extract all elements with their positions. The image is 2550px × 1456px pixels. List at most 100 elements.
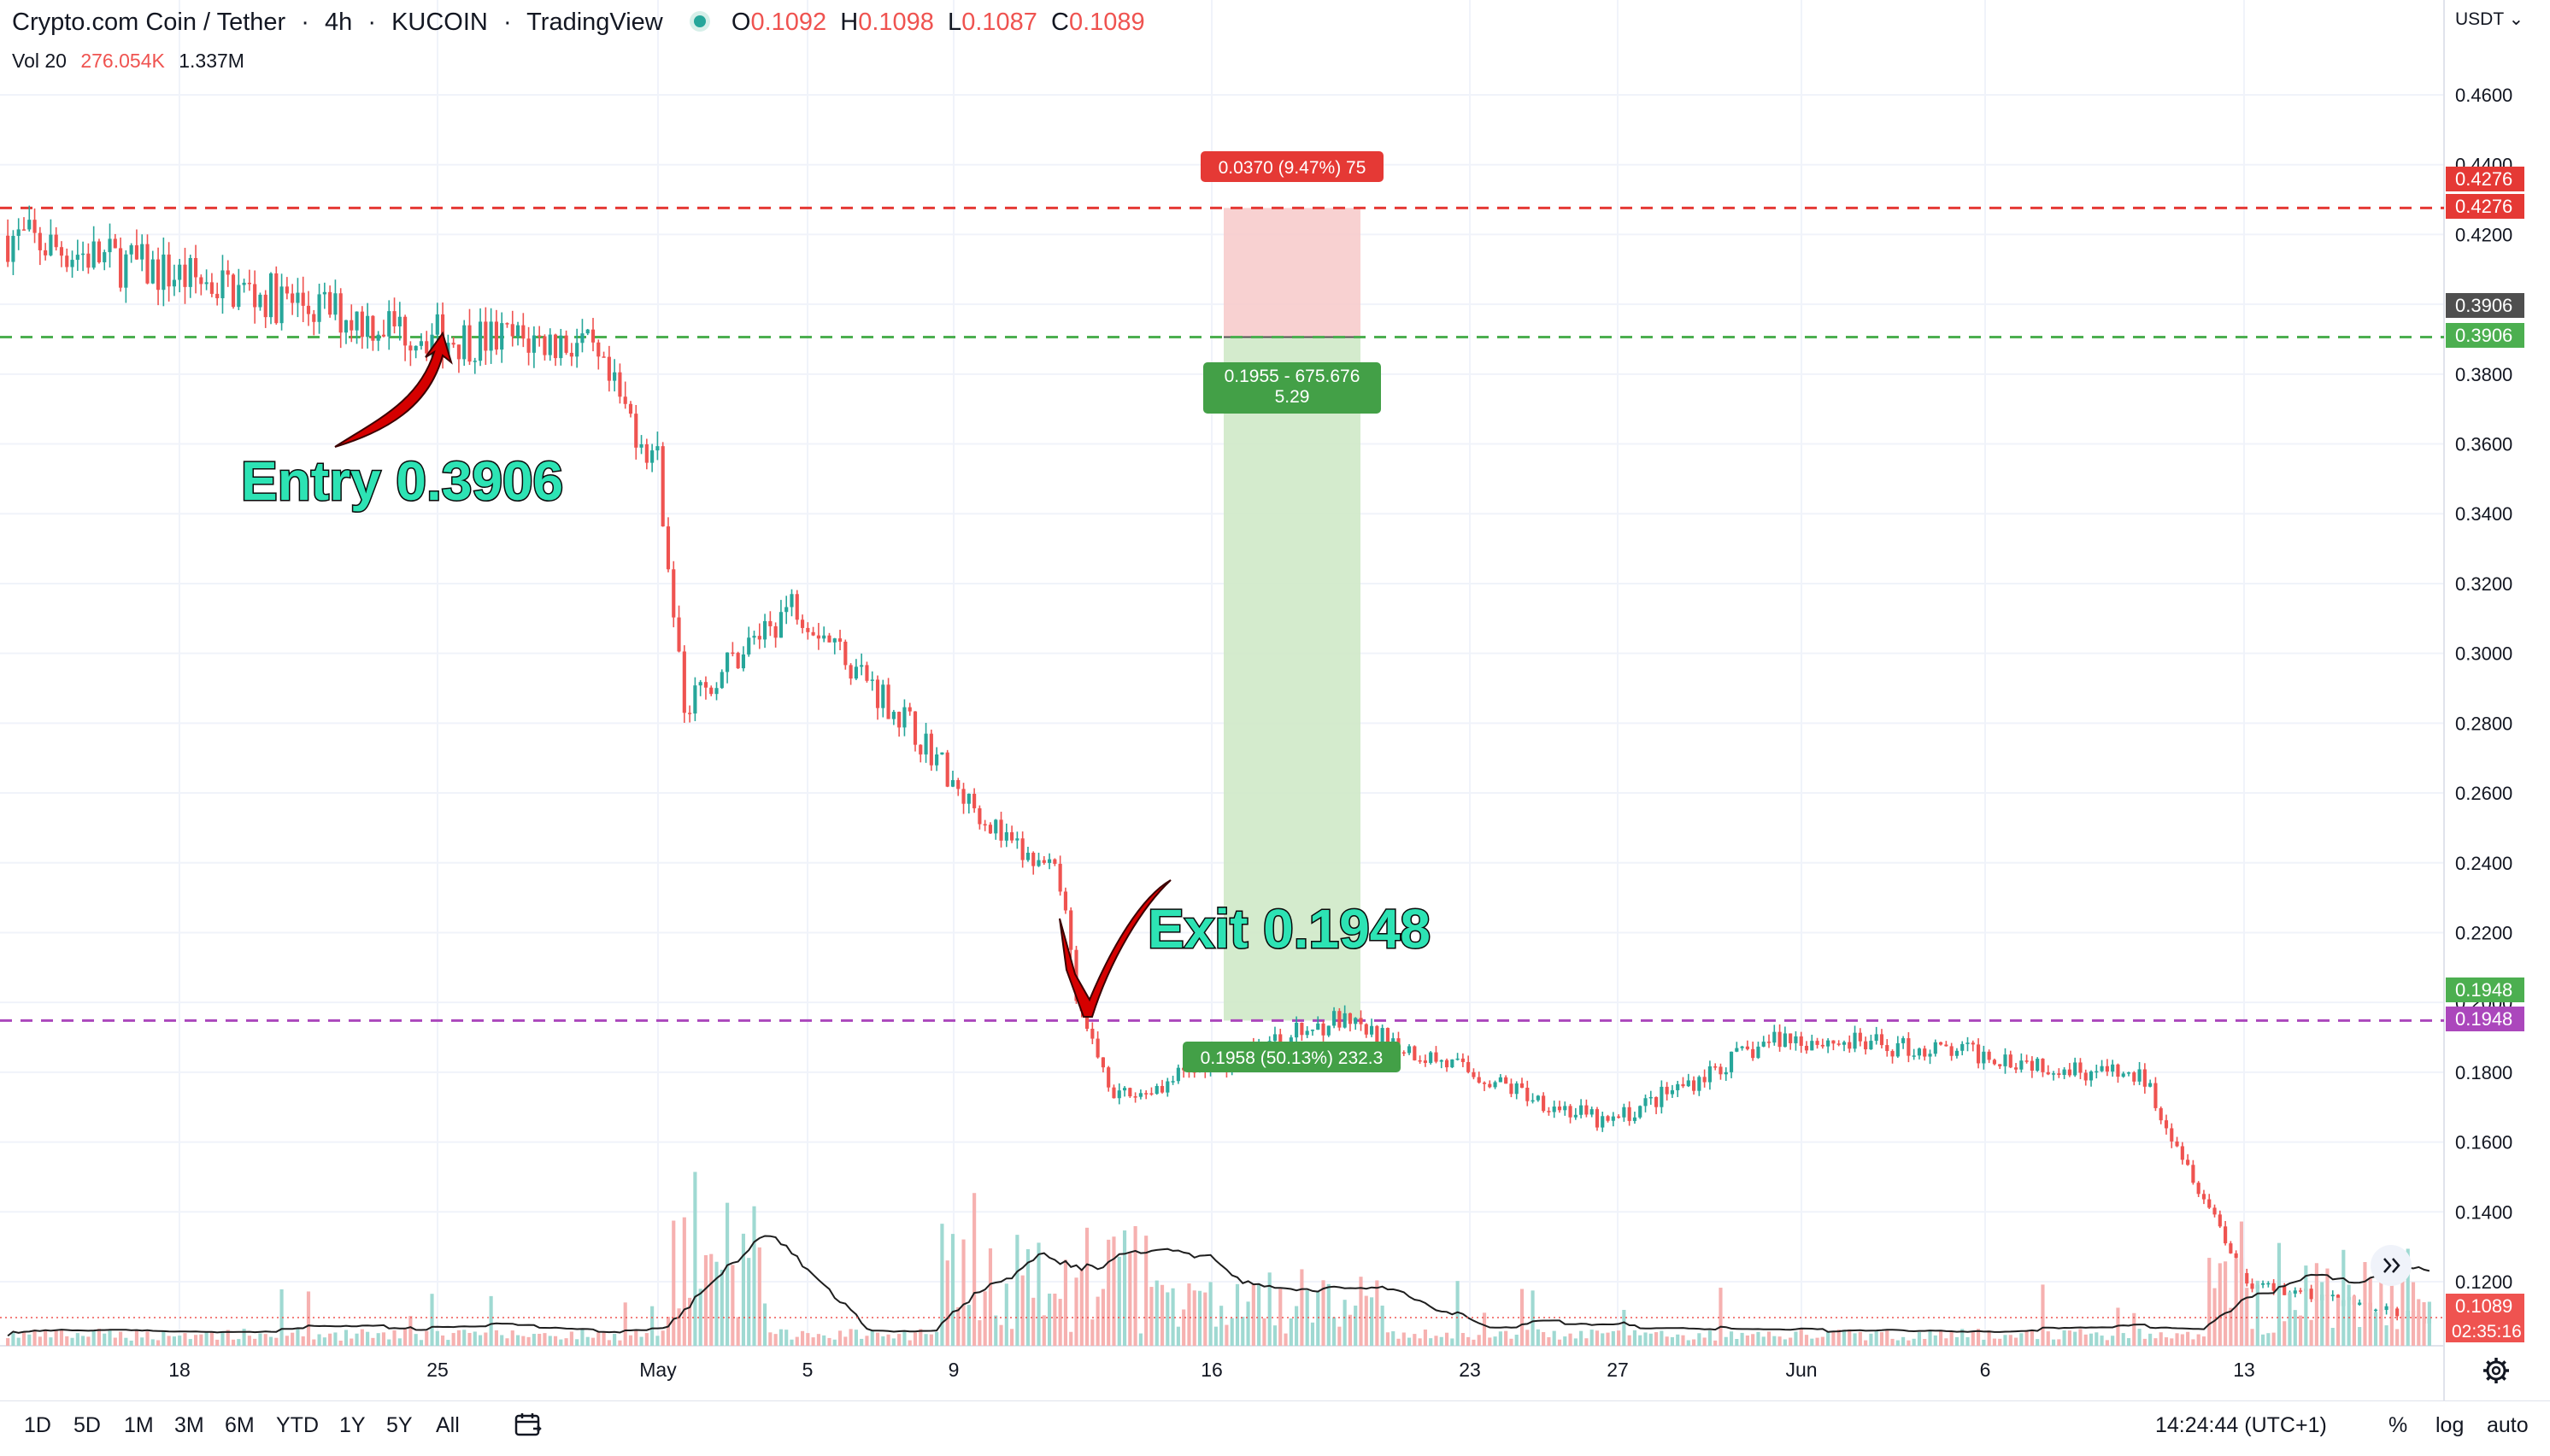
volume-bar[interactable] <box>1058 1299 1062 1346</box>
volume-bar[interactable] <box>854 1330 858 1346</box>
volume-bar[interactable] <box>1401 1332 1406 1346</box>
candle-body[interactable] <box>285 286 289 294</box>
candle-body[interactable] <box>1573 1114 1578 1118</box>
candle-body[interactable] <box>1272 1034 1278 1042</box>
candle-body[interactable] <box>11 236 15 262</box>
volume-bar[interactable] <box>2137 1329 2142 1346</box>
candle-body[interactable] <box>2132 1072 2136 1082</box>
volume-bar[interactable] <box>2304 1265 2308 1346</box>
volume-bar[interactable] <box>473 1331 477 1346</box>
volume-bar[interactable] <box>827 1337 831 1346</box>
volume-bar[interactable] <box>242 1329 246 1346</box>
volume-bar[interactable] <box>446 1340 450 1346</box>
candle-body[interactable] <box>860 665 864 667</box>
candle-body[interactable] <box>1864 1041 1868 1050</box>
volume-bar[interactable] <box>2019 1333 2024 1346</box>
candle-body[interactable] <box>2111 1064 2115 1072</box>
volume-bar[interactable] <box>521 1336 526 1346</box>
volume-bar[interactable] <box>414 1334 418 1346</box>
volume-bar[interactable] <box>371 1337 375 1346</box>
candle-body[interactable] <box>564 335 568 353</box>
candle-body[interactable] <box>806 627 810 632</box>
volume-bar[interactable] <box>1907 1340 1911 1346</box>
volume-bar[interactable] <box>860 1338 864 1346</box>
candle-body[interactable] <box>1885 1045 1889 1052</box>
candle-body[interactable] <box>129 245 133 255</box>
candle-body[interactable] <box>2019 1060 2024 1070</box>
volume-bar[interactable] <box>1724 1336 1728 1346</box>
volume-bar[interactable] <box>1831 1331 1836 1346</box>
candle-body[interactable] <box>1305 1030 1309 1036</box>
candle-body[interactable] <box>510 324 514 337</box>
candle-body[interactable] <box>145 244 150 284</box>
candle-body[interactable] <box>596 342 601 357</box>
candle-body[interactable] <box>1745 1046 1749 1049</box>
volume-bar[interactable] <box>215 1339 220 1346</box>
volume-bar[interactable] <box>1084 1227 1090 1346</box>
candle-body[interactable] <box>741 654 746 669</box>
volume-bar[interactable] <box>478 1335 483 1346</box>
candle-body[interactable] <box>220 270 225 299</box>
candle-body[interactable] <box>795 594 799 620</box>
volume-bar[interactable] <box>1257 1283 1261 1346</box>
candle-body[interactable] <box>2067 1069 2071 1076</box>
volume-bar[interactable] <box>1225 1324 1229 1346</box>
volume-bar[interactable] <box>2411 1282 2416 1346</box>
candle-body[interactable] <box>1316 1023 1320 1030</box>
candle-body[interactable] <box>1343 1013 1347 1028</box>
candle-body[interactable] <box>666 526 671 570</box>
candle-body[interactable] <box>634 414 638 448</box>
candle-body[interactable] <box>1552 1107 1556 1113</box>
volume-bar[interactable] <box>291 1332 295 1346</box>
volume-bar[interactable] <box>1107 1239 1111 1346</box>
candle-body[interactable] <box>1133 1096 1137 1098</box>
candle-body[interactable] <box>1020 838 1025 860</box>
volume-bar[interactable] <box>268 1336 273 1346</box>
candle-body[interactable] <box>1820 1044 1824 1047</box>
volume-bar[interactable] <box>623 1302 627 1346</box>
candle-body[interactable] <box>172 279 176 287</box>
candle-body[interactable] <box>736 653 740 669</box>
volume-bar[interactable] <box>757 1247 761 1346</box>
volume-bar[interactable] <box>886 1334 890 1346</box>
volume-bar[interactable] <box>1509 1338 1513 1346</box>
candle-body[interactable] <box>2218 1214 2222 1227</box>
candle-body[interactable] <box>1504 1077 1508 1084</box>
candle-body[interactable] <box>44 250 48 255</box>
candle-body[interactable] <box>1278 1034 1283 1043</box>
volume-bar[interactable] <box>2067 1330 2071 1346</box>
volume-bar[interactable] <box>1241 1317 1245 1346</box>
range-1m[interactable]: 1M <box>124 1413 154 1437</box>
target-label[interactable]: 0.0370 (9.47%) 75 <box>1201 151 1384 182</box>
volume-bar[interactable] <box>1192 1290 1196 1346</box>
candle-body[interactable] <box>473 361 477 362</box>
volume-bar[interactable] <box>456 1330 461 1346</box>
candle-body[interactable] <box>1300 1022 1304 1036</box>
candle-body[interactable] <box>790 594 794 608</box>
candle-body[interactable] <box>2245 1272 2249 1284</box>
volume-bar[interactable] <box>1117 1256 1121 1346</box>
candle-body[interactable] <box>1928 1054 1932 1057</box>
volume-bar[interactable] <box>81 1336 85 1346</box>
volume-bar[interactable] <box>1638 1335 1642 1346</box>
interval-label[interactable]: 4h <box>325 9 353 36</box>
volume-bar[interactable] <box>2013 1337 2018 1346</box>
volume-bar[interactable] <box>1423 1330 1427 1346</box>
candle-body[interactable] <box>2073 1062 2077 1076</box>
volume-bar[interactable] <box>1965 1337 1970 1346</box>
candle-body[interactable] <box>75 255 79 261</box>
candle-body[interactable] <box>1971 1042 1975 1045</box>
volume-bar[interactable] <box>2239 1221 2244 1346</box>
volume-bar[interactable] <box>634 1330 638 1346</box>
candle-body[interactable] <box>49 234 53 255</box>
volume-bar[interactable] <box>2389 1252 2394 1346</box>
price-label[interactable]: 0.3906 <box>2446 323 2524 348</box>
candle-body[interactable] <box>2358 1302 2362 1306</box>
candle-body[interactable] <box>1413 1046 1417 1060</box>
candle-body[interactable] <box>408 345 413 351</box>
volume-bar[interactable] <box>150 1339 155 1346</box>
volume-bar[interactable] <box>1010 1329 1014 1346</box>
candle-body[interactable] <box>1643 1098 1648 1107</box>
volume-bar[interactable] <box>1444 1332 1449 1346</box>
volume-bar[interactable] <box>462 1330 467 1346</box>
